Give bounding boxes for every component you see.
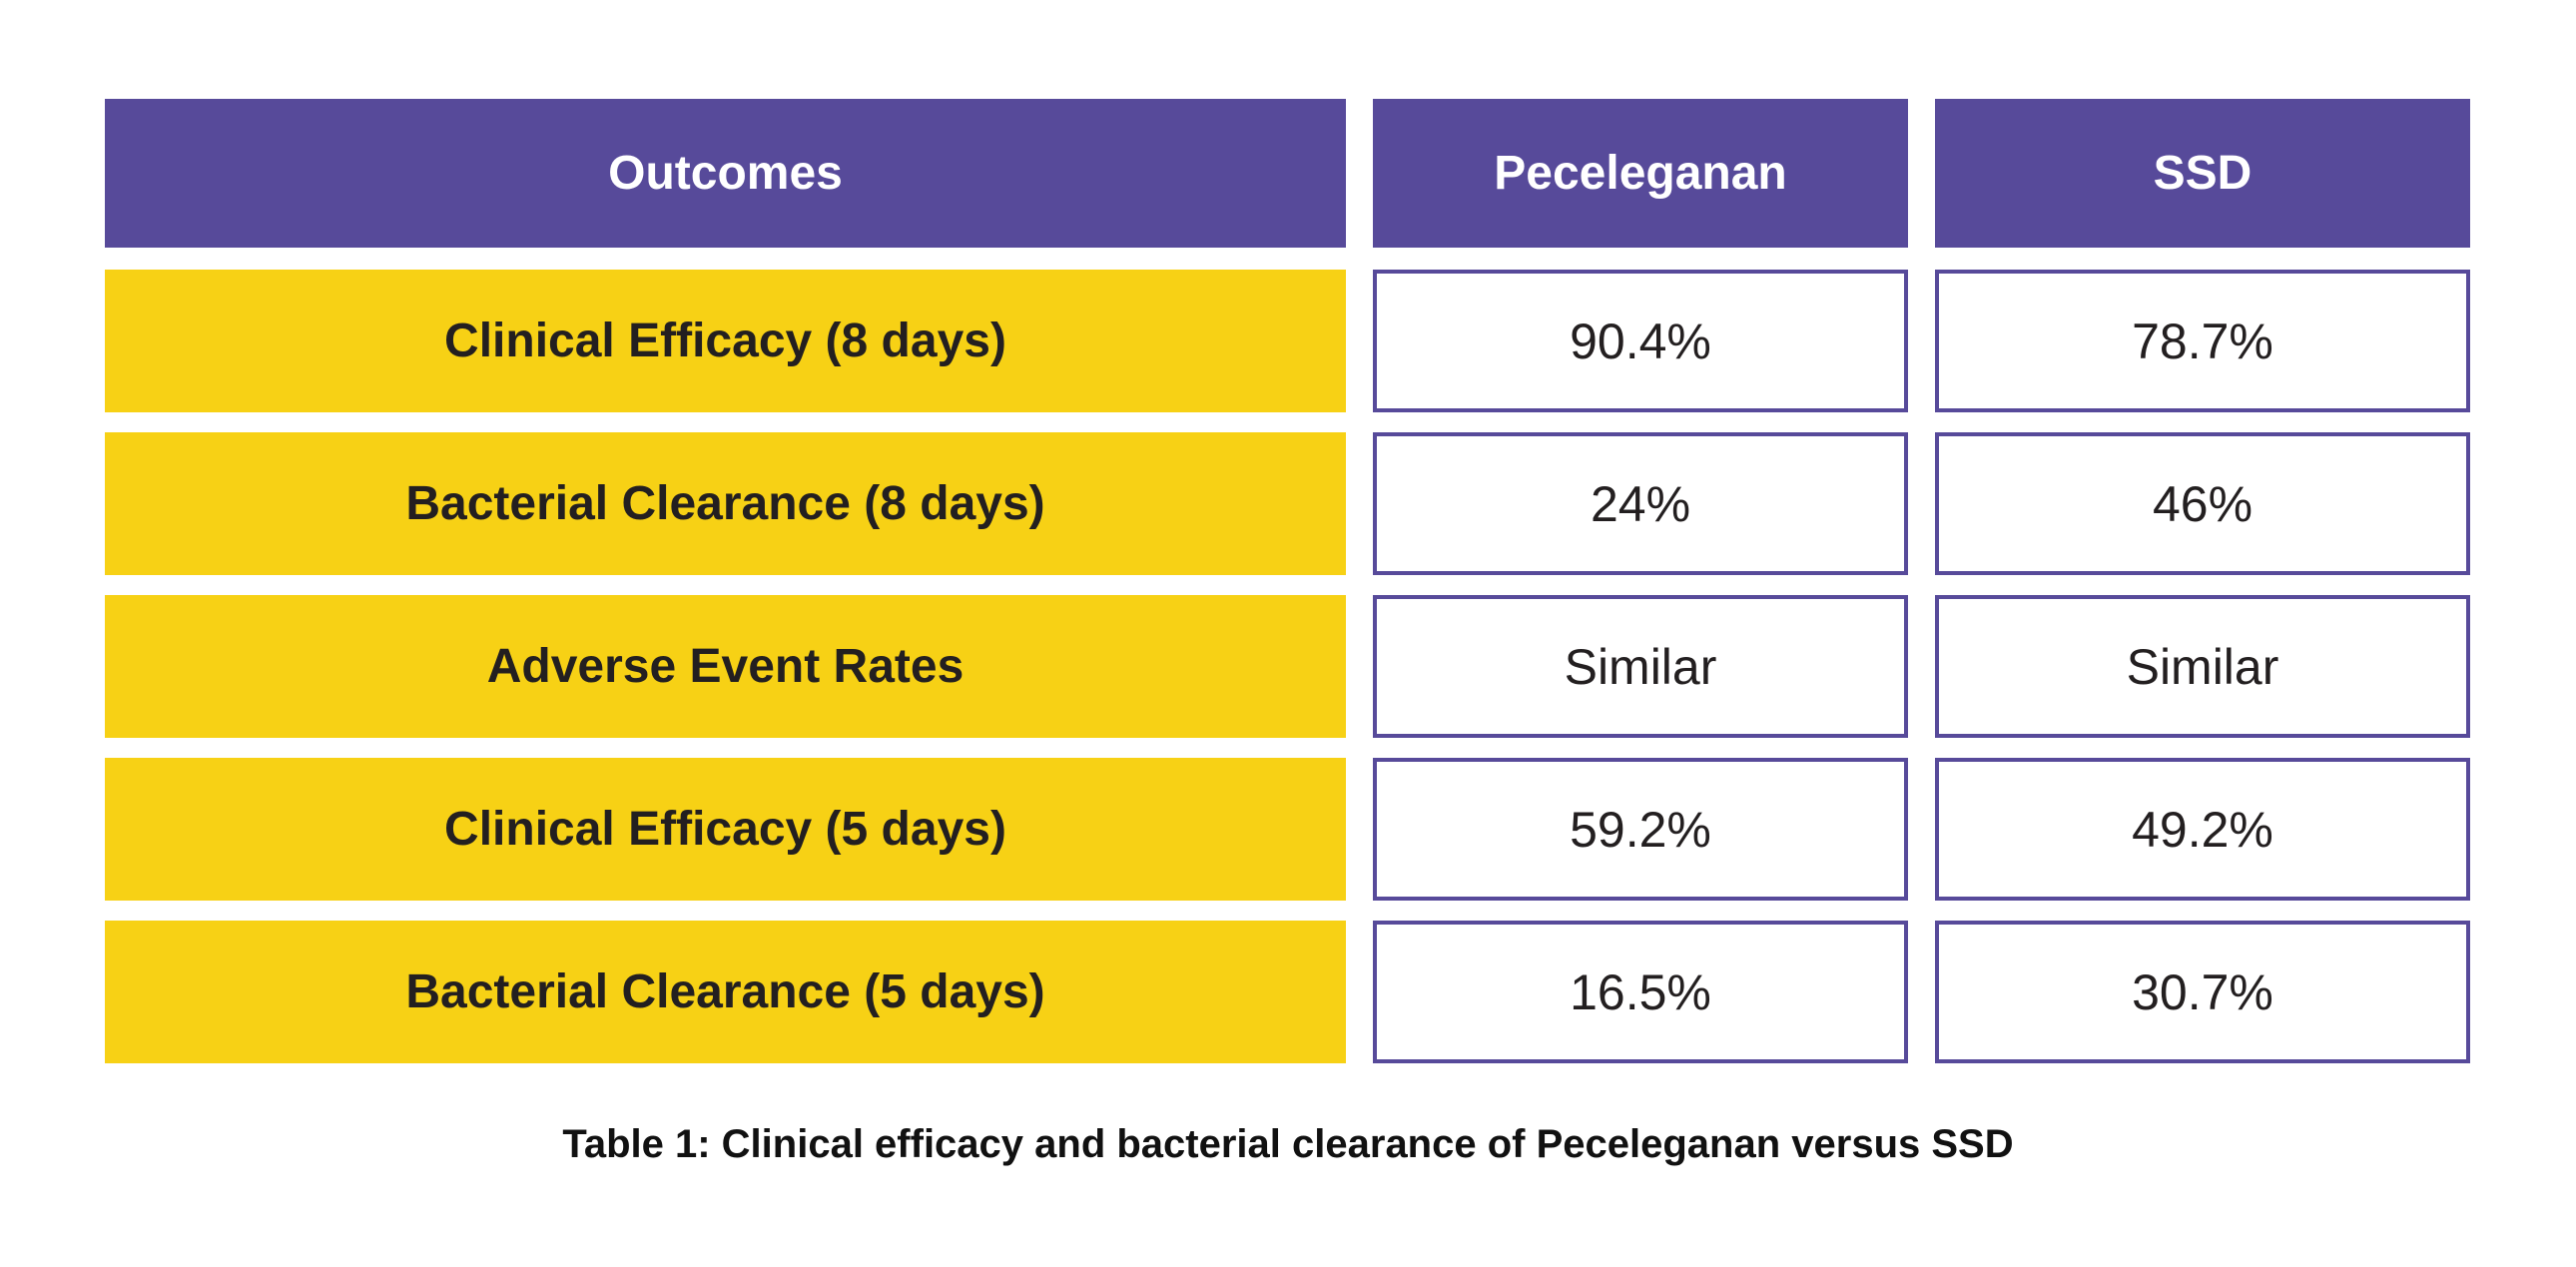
outcome-cell: Bacterial Clearance (8 days) [105, 432, 1346, 575]
peceleganan-cell: 59.2% [1373, 758, 1908, 901]
ssd-cell: 49.2% [1935, 758, 2470, 901]
ssd-cell: 46% [1935, 432, 2470, 575]
peceleganan-cell: Similar [1373, 595, 1908, 738]
outcome-cell: Clinical Efficacy (5 days) [105, 758, 1346, 901]
outcome-cell: Bacterial Clearance (5 days) [105, 921, 1346, 1063]
ssd-cell: Similar [1935, 595, 2470, 738]
header-ssd: SSD [1935, 99, 2470, 248]
peceleganan-cell: 16.5% [1373, 921, 1908, 1063]
peceleganan-cell: 24% [1373, 432, 1908, 575]
table-caption: Table 1: Clinical efficacy and bacterial… [562, 1122, 2014, 1166]
outcome-cell: Adverse Event Rates [105, 595, 1346, 738]
peceleganan-cell: 90.4% [1373, 270, 1908, 412]
header-outcomes: Outcomes [105, 99, 1346, 248]
ssd-cell: 78.7% [1935, 270, 2470, 412]
ssd-cell: 30.7% [1935, 921, 2470, 1063]
outcome-cell: Clinical Efficacy (8 days) [105, 270, 1346, 412]
header-peceleganan: Peceleganan [1373, 99, 1908, 248]
